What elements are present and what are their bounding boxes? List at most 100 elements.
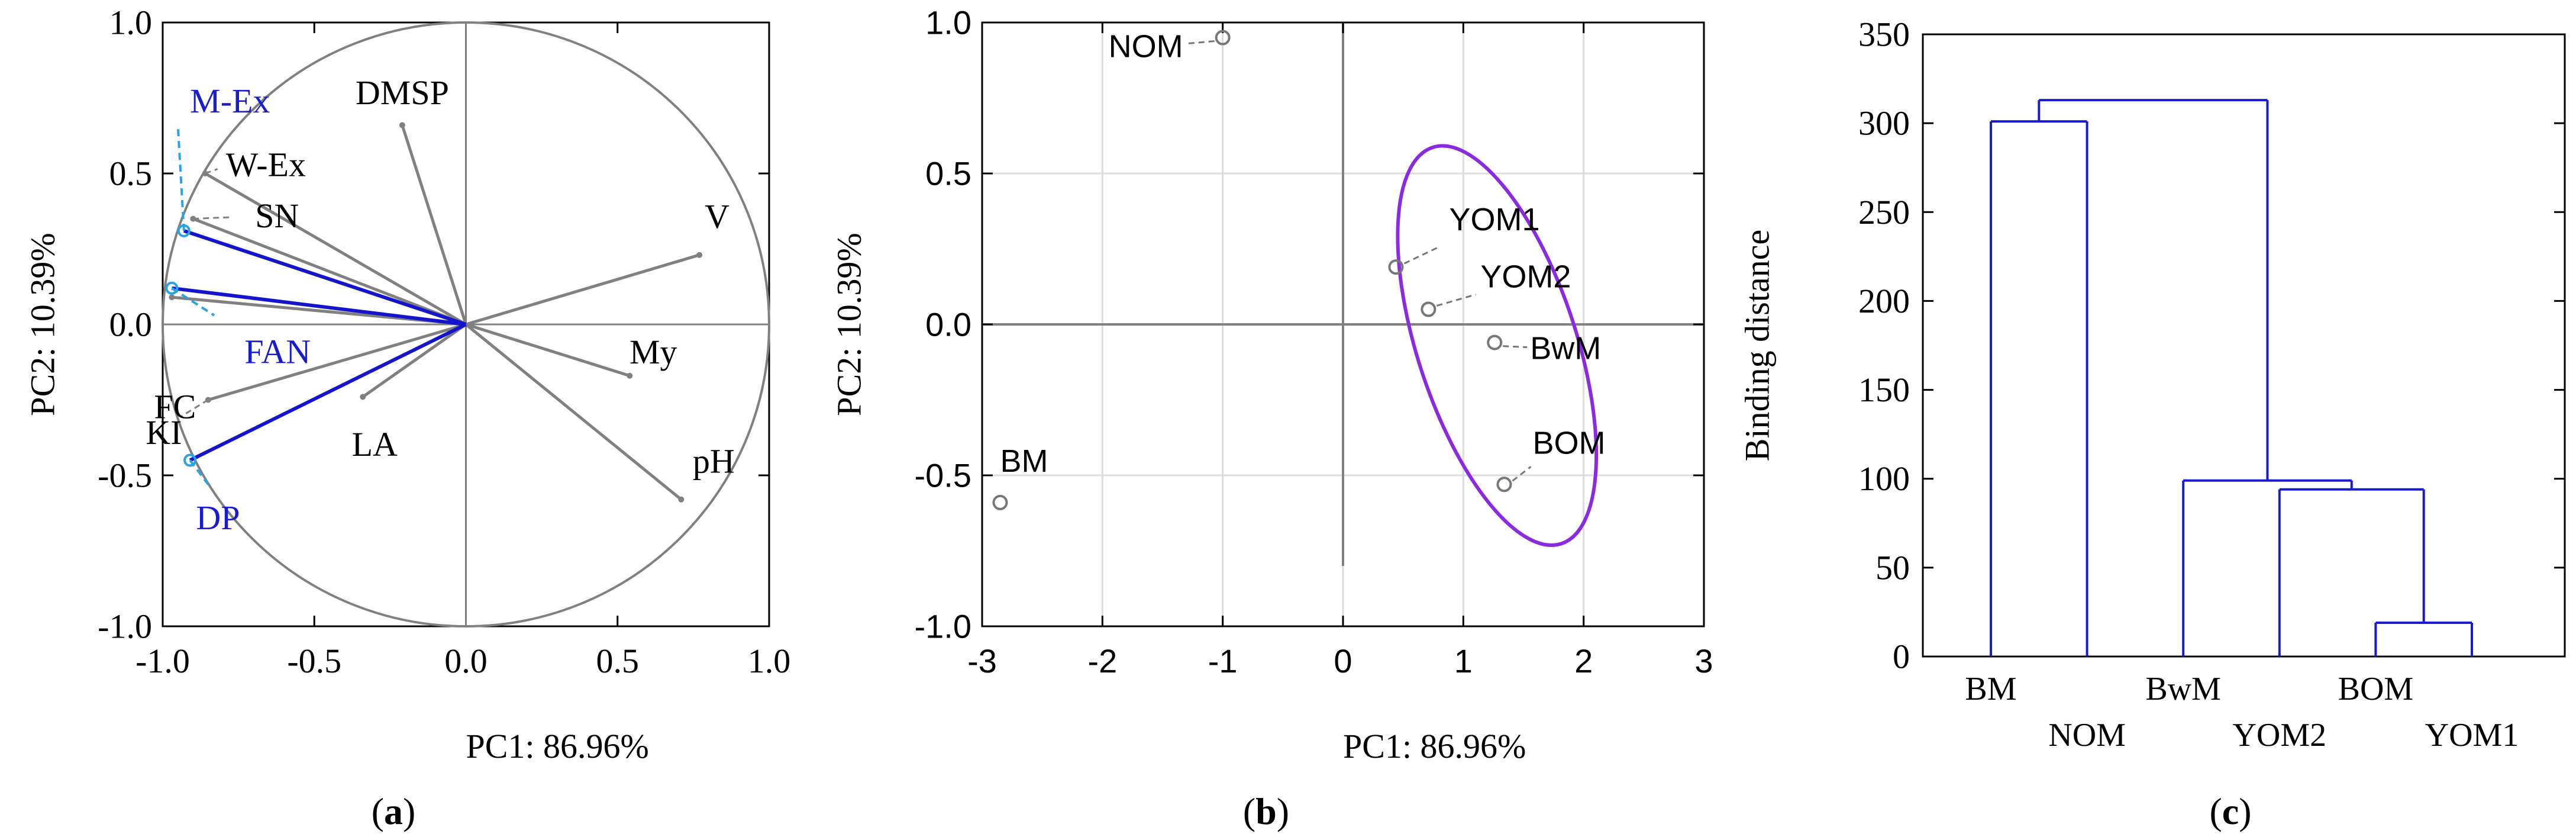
y-tick-label: -1.0	[915, 608, 972, 645]
label-leader-sn	[193, 216, 231, 220]
loading-label-m-ex: M-Ex	[190, 82, 270, 120]
x-tick-label: -1	[1208, 642, 1238, 680]
confidence-ellipse	[1396, 144, 1599, 547]
label-leader-fan	[171, 287, 215, 317]
leaf-label-bwm: BwM	[2145, 671, 2221, 707]
panel-label-c: (c)	[2209, 790, 2251, 832]
score-label-bwm: BwM	[1530, 331, 1601, 366]
x-tick-label: 3	[1694, 642, 1713, 680]
y-axis-label: PC2: 10.39%	[24, 233, 62, 416]
loading-point-ph	[678, 496, 685, 503]
label-leader-ki	[181, 399, 209, 417]
score-point-bom	[1496, 477, 1512, 493]
label-leader-yom2	[1436, 294, 1476, 307]
loading-label-dp: DP	[196, 498, 240, 537]
loading-label-fan: FAN	[244, 332, 311, 371]
score-label-nom: NOM	[1109, 29, 1183, 65]
loading-label-w-ex: W-Ex	[226, 146, 306, 184]
loading-vector-fan	[172, 286, 466, 326]
panel-label-b: (b)	[1243, 790, 1289, 832]
x-tick-label: -0.5	[287, 642, 341, 680]
score-point-bwm	[1487, 334, 1503, 350]
loading-vector-m-ex	[183, 229, 467, 326]
label-leader-nom	[1187, 40, 1215, 44]
label-leader-w-ex	[205, 168, 218, 175]
leaf-label-yom2: YOM2	[2232, 717, 2326, 754]
loading-label-fc: FC	[154, 388, 196, 426]
loading-point-v	[696, 252, 703, 258]
loading-label-my: My	[630, 333, 677, 371]
loading-vector-v	[465, 253, 700, 326]
loading-vector-ph	[464, 323, 682, 501]
loading-vector-ki	[208, 323, 467, 401]
y-axis-label: PC2: 10.39%	[830, 233, 869, 416]
y-tick-label: -0.5	[98, 456, 152, 495]
y-tick-label: 0.5	[925, 155, 971, 192]
y-tick-label: 50	[1875, 548, 1910, 587]
loading-point-my	[627, 372, 633, 379]
loading-label-la: LA	[352, 425, 398, 464]
loading-point-fan	[165, 281, 179, 295]
x-tick-label: 2	[1574, 642, 1593, 680]
y-tick-label: 1.0	[925, 4, 971, 41]
y-tick-label: 0	[1893, 638, 1910, 676]
y-tick-label: 100	[1858, 459, 1910, 498]
x-axis-label: PC1: 86.96%	[1343, 727, 1526, 765]
loading-vector-la	[361, 323, 467, 398]
loading-vector-w-ex	[204, 172, 467, 326]
x-axis-label: PC1: 86.96%	[466, 727, 649, 765]
leaf-label-yom1: YOM1	[2425, 717, 2519, 754]
x-tick-label: -1.0	[135, 642, 190, 680]
panel-a-loading-plot: -1.0 -0.5 0.0 0.5 1.0 -1.0 -0.5 0.0 0.5 1.0 DMSP V M…	[24, 4, 791, 833]
leaf-label-bom: BOM	[2338, 671, 2414, 707]
loading-point-dmsp	[399, 122, 405, 128]
score-label-yom2: YOM2	[1480, 259, 1571, 295]
label-leader-yom1	[1403, 245, 1441, 265]
loading-point-fc	[169, 294, 175, 301]
loading-label-ph: pH	[693, 442, 735, 480]
x-tick-label: 0	[1334, 642, 1352, 680]
loading-point-la	[360, 394, 366, 400]
label-leader-bom	[1512, 466, 1532, 482]
plot-frame	[1922, 33, 2566, 658]
score-point-nom	[1215, 30, 1231, 46]
loading-label-v: V	[705, 197, 729, 236]
loading-vector-my	[465, 323, 630, 378]
x-tick-label: -3	[967, 642, 997, 680]
y-tick-label: 250	[1858, 193, 1910, 231]
score-point-yom2	[1421, 301, 1437, 317]
loading-vector-dmsp	[401, 124, 467, 325]
unit-circle	[162, 21, 770, 627]
score-point-yom1	[1388, 259, 1404, 275]
y-tick-label: -0.5	[915, 457, 972, 494]
loading-label-dmsp: DMSP	[356, 73, 449, 112]
x-tick-label: 0.5	[596, 642, 640, 680]
loading-label-ki: KI	[146, 413, 182, 452]
loading-vector-sn	[192, 217, 467, 326]
loading-point-dp	[183, 453, 197, 467]
label-leader-dp	[189, 459, 209, 485]
loading-vector-dp	[189, 323, 467, 462]
y-tick-label: -1.0	[98, 607, 152, 646]
x-tick-label: 1	[1454, 642, 1473, 680]
y-tick-label: 0.0	[109, 305, 153, 344]
y-axis-label: Binding distance	[1738, 230, 1777, 461]
label-leader-bwm	[1503, 345, 1528, 349]
leaf-label-nom: NOM	[2048, 717, 2126, 754]
y-tick-label: 300	[1858, 104, 1910, 143]
y-tick-label: 350	[1858, 15, 1910, 54]
y-tick-label: 0.0	[925, 306, 971, 343]
panel-b-score-plot: -3 -2 -1 0 1 2 3 -1.0 -0.5 0.0 0.5 1.0 NOM YOM1 YOM2 Bw…	[830, 4, 1713, 833]
score-label-yom1: YOM1	[1449, 202, 1539, 237]
panel-c-dendrogram: 0 50 100 150 200 250 300 350 Binding distance BM N…	[1738, 15, 2566, 832]
x-tick-label: -2	[1087, 642, 1117, 680]
y-tick-label: 1.0	[109, 4, 153, 42]
leaf-label-bm: BM	[1965, 671, 2016, 707]
loading-label-sn: SN	[255, 197, 299, 235]
label-leader-m-ex	[176, 125, 185, 231]
score-label-bm: BM	[1000, 443, 1048, 479]
y-tick-label: 150	[1858, 371, 1910, 409]
score-label-bom: BOM	[1532, 425, 1605, 461]
x-tick-label: 0.0	[444, 642, 488, 680]
